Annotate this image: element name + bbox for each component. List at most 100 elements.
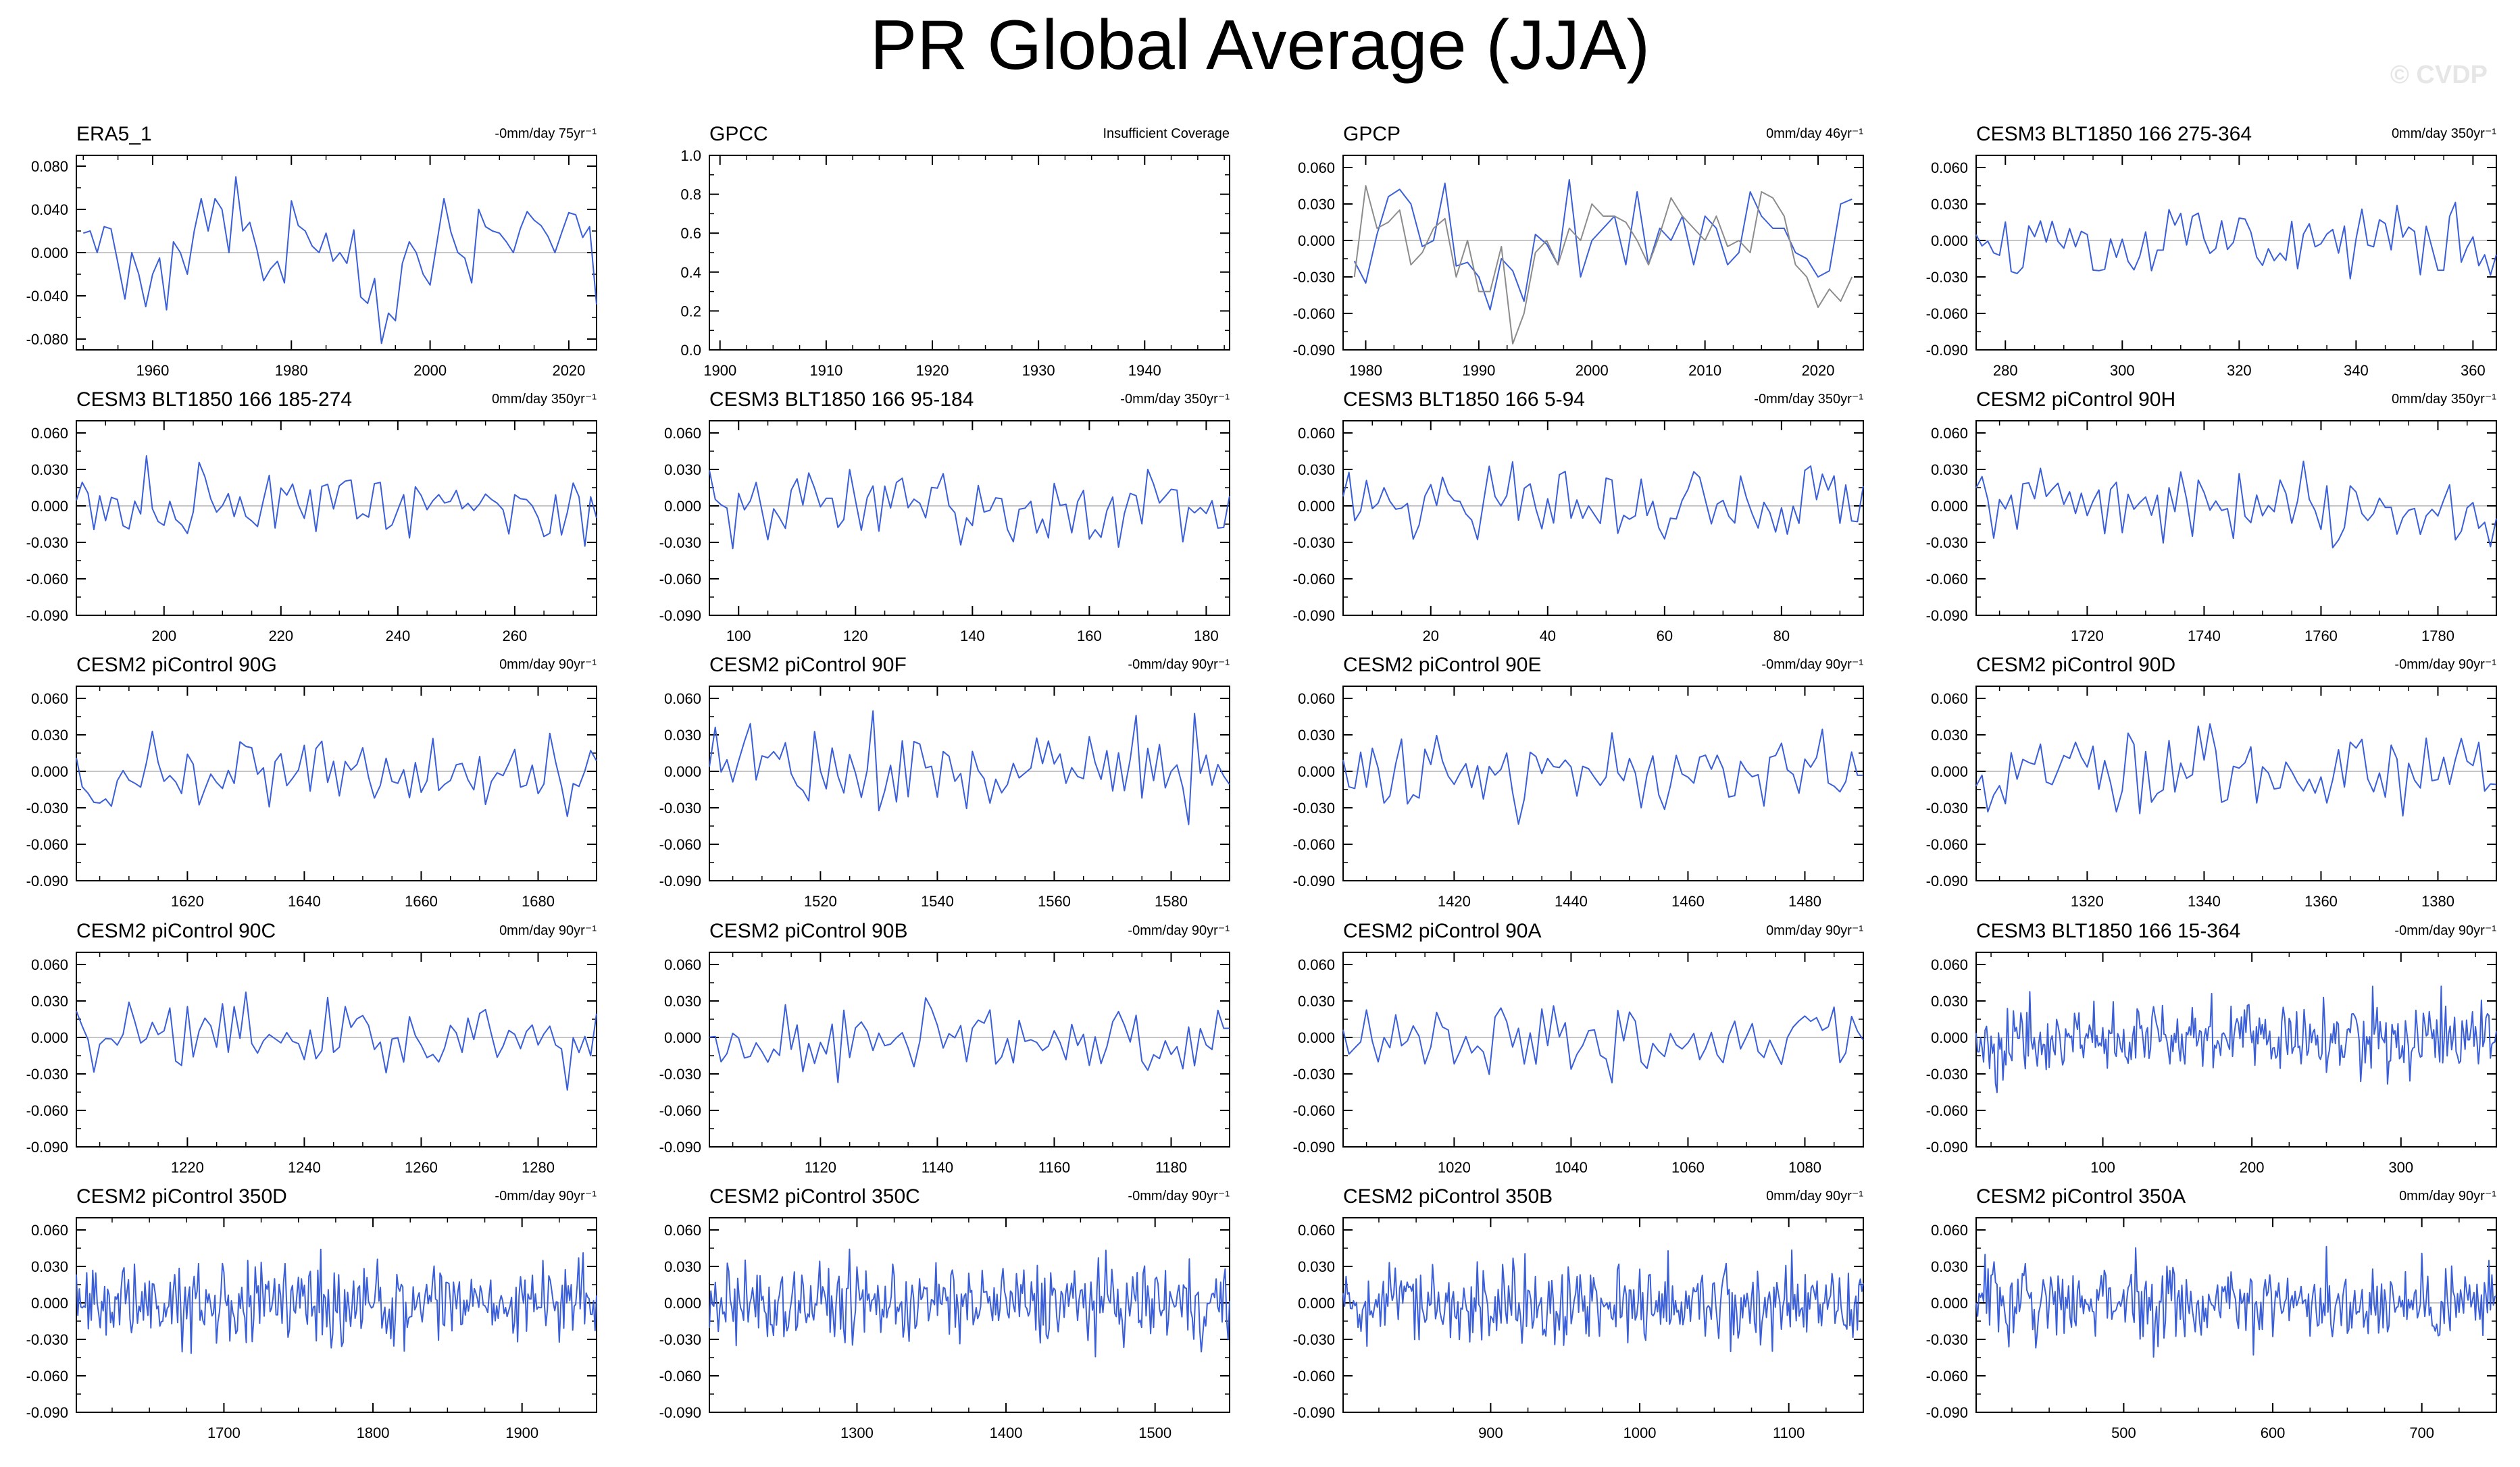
x-tick-label: 80 xyxy=(1773,627,1790,644)
y-tick-label: -0.060 xyxy=(1926,1102,1968,1119)
x-tick-label: 1060 xyxy=(1671,1159,1705,1176)
trend-label: -0mm/day 90yr⁻¹ xyxy=(1128,923,1230,938)
panel-title: GPCC xyxy=(709,123,768,145)
y-tick-label: 0.000 xyxy=(1298,1295,1335,1312)
y-tick-label: 0.060 xyxy=(1298,159,1335,176)
chart-panel: CESM2 piControl 90B -0mm/day 90yr⁻¹ -0.090… xyxy=(659,920,1230,1176)
chart-panel: CESM2 piControl 90D -0mm/day 90yr⁻¹ -0.090… xyxy=(1926,654,2497,910)
series-line xyxy=(83,176,597,344)
x-tick-label: 1560 xyxy=(1038,893,1071,910)
y-tick-label: -0.060 xyxy=(26,1102,68,1119)
chart-panel: CESM3 BLT1850 166 185-274 0mm/day 350yr⁻¹… xyxy=(26,388,597,644)
y-tick-label: 0.000 xyxy=(1298,763,1335,780)
trend-label: 0mm/day 90yr⁻¹ xyxy=(1766,923,1863,938)
y-tick-label: -0.090 xyxy=(1926,873,1968,890)
y-tick-label: -0.090 xyxy=(26,1404,68,1421)
y-tick-label: -0.060 xyxy=(1293,571,1335,588)
x-tick-label: 1320 xyxy=(2071,893,2104,910)
x-tick-label: 1920 xyxy=(916,362,949,379)
series-line xyxy=(1342,1249,1864,1352)
y-tick-label: -0.090 xyxy=(659,1404,701,1421)
y-tick-label: 0.000 xyxy=(1298,1029,1335,1046)
chart-panel: CESM2 piControl 350A 0mm/day 90yr⁻¹ -0.090… xyxy=(1926,1185,2497,1441)
panel-title: GPCP xyxy=(1343,123,1401,145)
y-tick-label: -0.060 xyxy=(659,1368,701,1385)
y-tick-label: -0.090 xyxy=(1926,607,1968,624)
x-tick-label: 1260 xyxy=(405,1159,438,1176)
y-tick-label: -0.060 xyxy=(1926,305,1968,322)
y-tick-label: -0.030 xyxy=(659,1331,701,1348)
panel-title: CESM2 piControl 350C xyxy=(709,1185,920,1208)
x-tick-label: 240 xyxy=(385,627,410,644)
chart-panel: CESM2 piControl 90A 0mm/day 90yr⁻¹ -0.090 -… xyxy=(1293,920,1864,1176)
panel-title: CESM3 BLT1850 166 5-94 xyxy=(1343,388,1585,411)
y-tick-label: -0.030 xyxy=(1926,1066,1968,1083)
x-tick-label: 360 xyxy=(2461,362,2486,379)
x-tick-label: 100 xyxy=(2090,1159,2115,1176)
x-tick-label: 300 xyxy=(2388,1159,2413,1176)
series-line xyxy=(76,730,597,817)
page-title: PR Global Average (JJA) xyxy=(870,6,1650,84)
y-tick-label: -0.090 xyxy=(1293,1139,1335,1156)
x-tick-label: 1180 xyxy=(1155,1159,1187,1176)
trend-label: 0mm/day 46yr⁻¹ xyxy=(1766,126,1863,141)
series-line xyxy=(1975,985,2497,1093)
x-tick-label: 200 xyxy=(2240,1159,2265,1176)
y-tick-label: -0.090 xyxy=(1293,342,1335,359)
x-tick-label: 1220 xyxy=(171,1159,204,1176)
x-tick-label: 60 xyxy=(1657,627,1673,644)
y-tick-label: -0.090 xyxy=(1926,1404,1968,1421)
x-tick-label: 140 xyxy=(960,627,985,644)
panel-title: CESM2 piControl 90E xyxy=(1343,654,1541,676)
plot-frame xyxy=(1342,686,1864,881)
y-tick-label: 0.000 xyxy=(1298,232,1335,249)
trend-label: -0mm/day 350yr⁻¹ xyxy=(1754,392,1863,407)
x-tick-label: 1680 xyxy=(522,893,555,910)
x-tick-label: 700 xyxy=(2409,1424,2434,1441)
y-tick-label: 0.030 xyxy=(31,727,68,744)
y-tick-label: -0.060 xyxy=(26,571,68,588)
x-tick-label: 2000 xyxy=(1576,362,1609,379)
trend-label: 0mm/day 90yr⁻¹ xyxy=(1766,1189,1863,1204)
y-tick-label: -0.060 xyxy=(1293,1368,1335,1385)
y-tick-label: -0.090 xyxy=(26,607,68,624)
x-tick-label: 220 xyxy=(268,627,293,644)
panel-title: CESM2 piControl 90H xyxy=(1976,388,2175,411)
x-tick-label: 1620 xyxy=(171,893,204,910)
chart-panel: CESM3 BLT1850 166 5-94 -0mm/day 350yr⁻¹ -0… xyxy=(1293,388,1864,644)
y-tick-label: 0.060 xyxy=(664,1222,701,1239)
y-tick-label: -0.060 xyxy=(1926,571,1968,588)
x-tick-label: 1540 xyxy=(921,893,954,910)
trend-label: 0mm/day 350yr⁻¹ xyxy=(492,392,597,407)
y-tick-label: 0.000 xyxy=(31,1295,68,1312)
y-tick-label: 0.060 xyxy=(664,425,701,442)
y-tick-label: 0.080 xyxy=(31,158,68,175)
y-tick-label: 0.060 xyxy=(31,425,68,442)
x-tick-label: 2000 xyxy=(413,362,447,379)
x-tick-label: 2020 xyxy=(552,362,585,379)
y-tick-label: 0.000 xyxy=(664,1029,701,1046)
x-tick-label: 320 xyxy=(2227,362,2252,379)
series-line xyxy=(1342,728,1863,825)
x-tick-label: 600 xyxy=(2261,1424,2286,1441)
y-tick-label: -0.090 xyxy=(26,873,68,890)
y-tick-label: -0.030 xyxy=(1293,1066,1335,1083)
trend-label: -0mm/day 90yr⁻¹ xyxy=(1128,1189,1230,1204)
x-tick-label: 1760 xyxy=(2304,627,2338,644)
x-tick-label: 1420 xyxy=(1438,893,1471,910)
y-tick-label: -0.090 xyxy=(26,1139,68,1156)
y-tick-label: 0.060 xyxy=(1931,159,1968,176)
panel-title: CESM2 piControl 350B xyxy=(1343,1185,1553,1208)
y-tick-label: 0.030 xyxy=(664,993,701,1010)
chart-panel: GPCP 0mm/day 46yr⁻¹ -0.090 -0.060 -0.030 0.00… xyxy=(1293,123,1864,379)
x-tick-label: 1990 xyxy=(1462,362,1495,379)
panel-title: CESM3 BLT1850 166 185-274 xyxy=(76,388,352,411)
x-tick-label: 1940 xyxy=(1128,362,1161,379)
panel-title: CESM2 piControl 90B xyxy=(709,920,907,942)
y-tick-label: 0.000 xyxy=(1298,498,1335,515)
y-tick-label: 0.000 xyxy=(31,1029,68,1046)
plot-frame xyxy=(1975,1217,2497,1413)
y-tick-label: -0.030 xyxy=(1293,534,1335,551)
y-tick-label: 0.030 xyxy=(31,461,68,478)
